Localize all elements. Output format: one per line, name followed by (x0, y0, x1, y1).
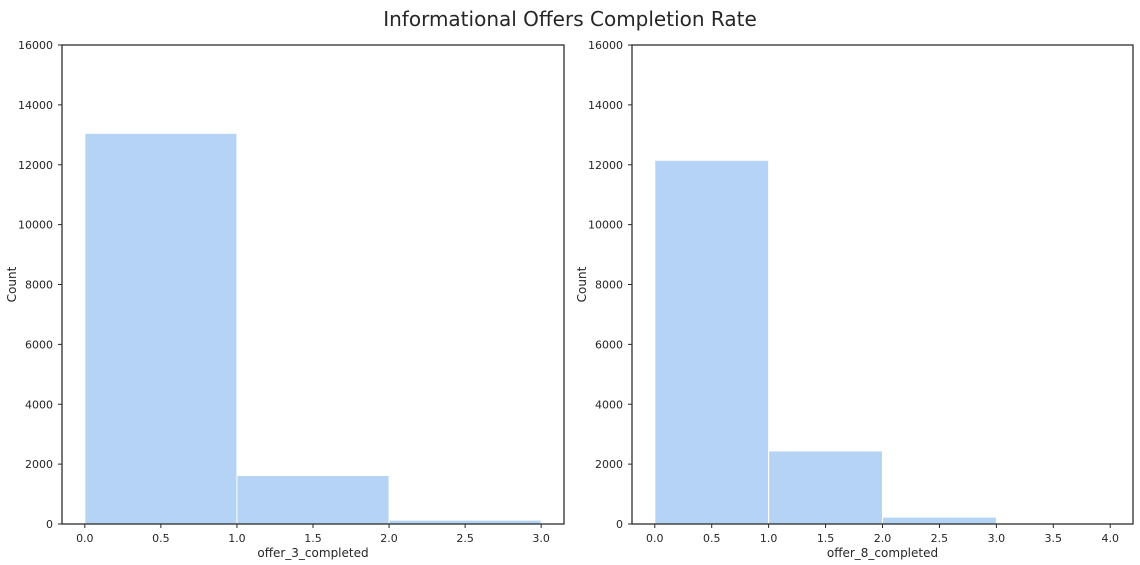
y-tick-label: 14000 (18, 99, 53, 112)
x-tick-label: 0.0 (76, 532, 94, 545)
histogram-bar (882, 516, 997, 525)
x-tick-label: 1.5 (304, 532, 322, 545)
y-tick-label: 8000 (25, 279, 53, 292)
x-tick-label: 4.0 (1101, 532, 1119, 545)
y-tick-label: 12000 (588, 159, 623, 172)
y-tick-label: 2000 (25, 458, 53, 471)
y-tick-label: 10000 (588, 219, 623, 232)
x-axis-label: offer_3_completed (257, 546, 368, 560)
y-tick-label: 4000 (25, 398, 53, 411)
subplots: 0.0 0.5 1.0 1.5 2.0 2.5 3.0 0 2000 4000 6000 8000 10… (5, 39, 1134, 560)
x-tick-label: 3.0 (988, 532, 1006, 545)
x-tick-label: 2.0 (380, 532, 398, 545)
y-tick-label: 8000 (595, 279, 623, 292)
y-axis-label: Count (5, 266, 19, 302)
y-tick-label: 16000 (588, 39, 623, 52)
histogram-bar (768, 450, 883, 525)
y-tick-label: 12000 (18, 159, 53, 172)
x-tick-label: 1.0 (228, 532, 246, 545)
y-tick-label: 4000 (595, 398, 623, 411)
y-tick-label: 16000 (18, 39, 53, 52)
y-tick-label: 0 (46, 518, 53, 531)
x-axis-label: offer_8_completed (827, 546, 938, 560)
y-tick-label: 6000 (595, 338, 623, 351)
y-tick-label: 10000 (18, 219, 53, 232)
y-axis-label: Count (575, 266, 589, 302)
y-tick-label: 0 (616, 518, 623, 531)
subplot-1: 0.0 0.5 1.0 1.5 2.0 2.5 3.0 0 2000 4000 6000 8000 10… (5, 39, 565, 560)
x-tick-label: 2.0 (874, 532, 892, 545)
y-tick-label: 6000 (25, 338, 53, 351)
x-tick-label: 2.5 (456, 532, 474, 545)
histogram-bar (654, 159, 770, 525)
x-tick-label: 0.5 (152, 532, 170, 545)
x-tick-label: 0.5 (703, 532, 721, 545)
x-tick-label: 0.0 (646, 532, 664, 545)
x-tick-label: 2.5 (931, 532, 949, 545)
x-tick-label: 3.0 (532, 532, 550, 545)
x-tick-label: 1.0 (760, 532, 778, 545)
subplot-2: 0.0 0.5 1.0 1.5 2.0 2.5 3.0 3.5 4.0 0 2000 4000 6000… (575, 39, 1134, 560)
x-tick-label: 3.5 (1045, 532, 1063, 545)
y-tick-label: 2000 (595, 458, 623, 471)
histogram-bar (84, 132, 238, 525)
histogram-bar (236, 475, 390, 525)
y-tick-label: 14000 (588, 99, 623, 112)
x-tick-label: 1.5 (817, 532, 835, 545)
chart-title: Informational Offers Completion Rate (383, 7, 757, 31)
